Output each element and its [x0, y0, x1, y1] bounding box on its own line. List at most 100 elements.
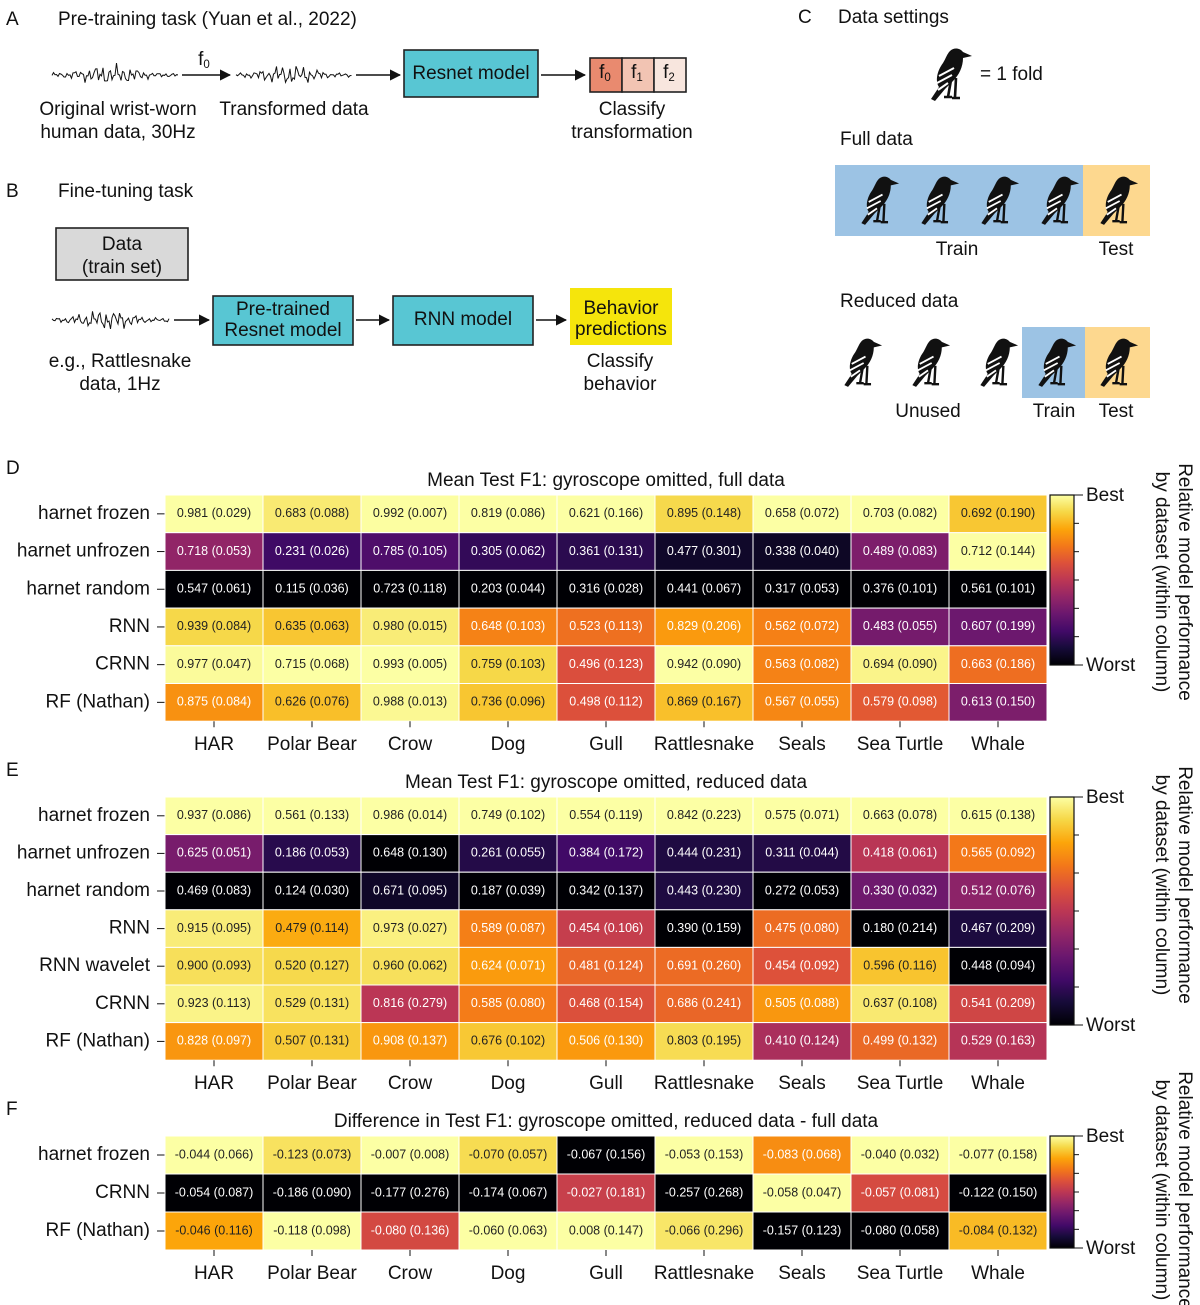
cell-label: 0.626 (0.076) — [275, 695, 349, 709]
cell-label: 0.547 (0.061) — [177, 582, 251, 596]
panel-letter: D — [6, 458, 20, 479]
cell-label: 0.554 (0.119) — [569, 808, 642, 822]
cell-label: 0.749 (0.102) — [471, 808, 545, 822]
cell-label: -0.174 (0.067) — [469, 1185, 548, 1199]
section-title: Reduced data — [840, 291, 959, 312]
heatmap-cell — [556, 569, 656, 609]
column-label: Crow — [388, 1073, 433, 1094]
panel-title: Pre-training task (Yuan et al., 2022) — [58, 9, 357, 30]
heatmap-cell — [360, 645, 460, 684]
heatmap-cell — [556, 532, 656, 571]
column-label: Dog — [491, 1073, 526, 1094]
column-label: HAR — [194, 1263, 234, 1284]
heatmap-cell — [458, 494, 558, 534]
caption: human data, 30Hz — [40, 122, 195, 143]
cell-label: 0.923 (0.113) — [177, 996, 250, 1010]
heatmap-cell — [654, 645, 754, 684]
cell-label: 0.008 (0.147) — [569, 1223, 643, 1237]
legend-text: = 1 fold — [980, 64, 1043, 85]
cell-label: -0.080 (0.136) — [371, 1223, 450, 1237]
cell-label: 0.316 (0.028) — [569, 582, 643, 596]
cell-label: -0.066 (0.296) — [665, 1223, 744, 1237]
caption: e.g., Rattlesnake — [49, 351, 192, 372]
row-label: RF (Nathan) — [45, 1220, 150, 1241]
cell-label: -0.083 (0.068) — [763, 1147, 842, 1161]
heatmap-cell — [654, 1211, 754, 1251]
cell-label: 0.981 (0.029) — [177, 506, 251, 520]
waveform — [235, 66, 352, 84]
cell-label: 0.686 (0.241) — [667, 996, 741, 1010]
bird-icon — [979, 337, 1019, 389]
heatmap-cell — [948, 1135, 1048, 1175]
heatmap-cell — [654, 871, 754, 911]
cell-label: 0.342 (0.137) — [569, 883, 643, 897]
cell-label: 0.479 (0.114) — [275, 921, 348, 935]
symbol: f — [663, 62, 669, 83]
heatmap-cell — [164, 645, 264, 684]
cell-label: 0.828 (0.097) — [177, 1034, 251, 1048]
heatmap-cell — [752, 645, 852, 684]
heatmap-cell — [850, 909, 950, 948]
heatmap-cell — [164, 683, 264, 722]
panel-letter: C — [798, 7, 812, 28]
heatmap-cell — [556, 1173, 656, 1213]
caption: data, 1Hz — [79, 374, 160, 395]
cell-label: 0.939 (0.084) — [177, 619, 251, 633]
heatmap-cell — [948, 946, 1048, 986]
heatmap-cell — [360, 1135, 460, 1175]
cell-label: 0.561 (0.133) — [275, 808, 349, 822]
colorbar-title: Relative model performance — [1174, 1071, 1195, 1305]
row-label: harnet frozen — [38, 1144, 150, 1165]
heatmap-cell — [164, 984, 264, 1024]
heatmap-cell — [850, 834, 950, 873]
heatmap-cell — [850, 1173, 950, 1213]
heatmap-cell — [164, 1022, 264, 1061]
heatmap-cell — [850, 984, 950, 1024]
caption: Original wrist-worn — [39, 99, 196, 120]
cell-label: 0.637 (0.108) — [863, 996, 937, 1010]
cell-label: 0.692 (0.190) — [961, 506, 1035, 520]
heatmap-cell — [164, 909, 264, 948]
heatmap-cell — [262, 796, 362, 836]
heatmap-cell — [850, 683, 950, 722]
heatmap-cell — [556, 984, 656, 1024]
cell-label: -0.054 (0.087) — [175, 1185, 254, 1199]
colorbar-title: Relative model performance — [1174, 766, 1195, 1004]
heatmap-cell — [556, 946, 656, 986]
column-label: Whale — [971, 734, 1025, 755]
class-label: f0 — [599, 62, 611, 84]
cell-label: 0.759 (0.103) — [471, 657, 545, 671]
cell-label: 0.900 (0.093) — [177, 958, 251, 972]
heatmap-cell — [458, 683, 558, 722]
cell-label: 0.272 (0.053) — [765, 883, 839, 897]
cell-label: 0.875 (0.084) — [177, 695, 251, 709]
cell-label: 0.895 (0.148) — [667, 506, 741, 520]
column-label: Rattlesnake — [654, 1263, 754, 1284]
bird-icon — [843, 337, 883, 389]
cell-label: 0.803 (0.195) — [667, 1034, 741, 1048]
transform-label: f0 — [198, 49, 210, 71]
cell-label: 0.683 (0.088) — [275, 506, 349, 520]
cell-label: 0.694 (0.090) — [863, 657, 937, 671]
heatmap-cell — [850, 946, 950, 986]
heatmap-cell — [948, 1173, 1048, 1213]
box — [403, 49, 539, 98]
cell-label: 0.187 (0.039) — [471, 883, 545, 897]
heatmap-cell — [556, 1211, 656, 1251]
row-label: RNN — [109, 918, 150, 939]
heatmap-cell — [654, 1135, 754, 1175]
row-label: RNN wavelet — [39, 955, 151, 976]
heatmap-cell — [654, 1022, 754, 1061]
cell-label: 0.561 (0.101) — [961, 582, 1035, 596]
cell-label: -0.118 (0.098) — [273, 1223, 351, 1237]
cell-label: 0.829 (0.206) — [667, 619, 741, 633]
heatmap-cell — [164, 569, 264, 609]
cell-label: 0.441 (0.067) — [667, 582, 741, 596]
column-label: Dog — [491, 1263, 526, 1284]
cell-label: 0.635 (0.063) — [275, 619, 349, 633]
panel-letter: E — [6, 760, 19, 781]
cell-label: 0.384 (0.172) — [569, 846, 643, 860]
heatmap-cell — [850, 1135, 950, 1175]
cell-label: 0.390 (0.159) — [667, 921, 741, 935]
caption: Classify — [599, 99, 666, 120]
